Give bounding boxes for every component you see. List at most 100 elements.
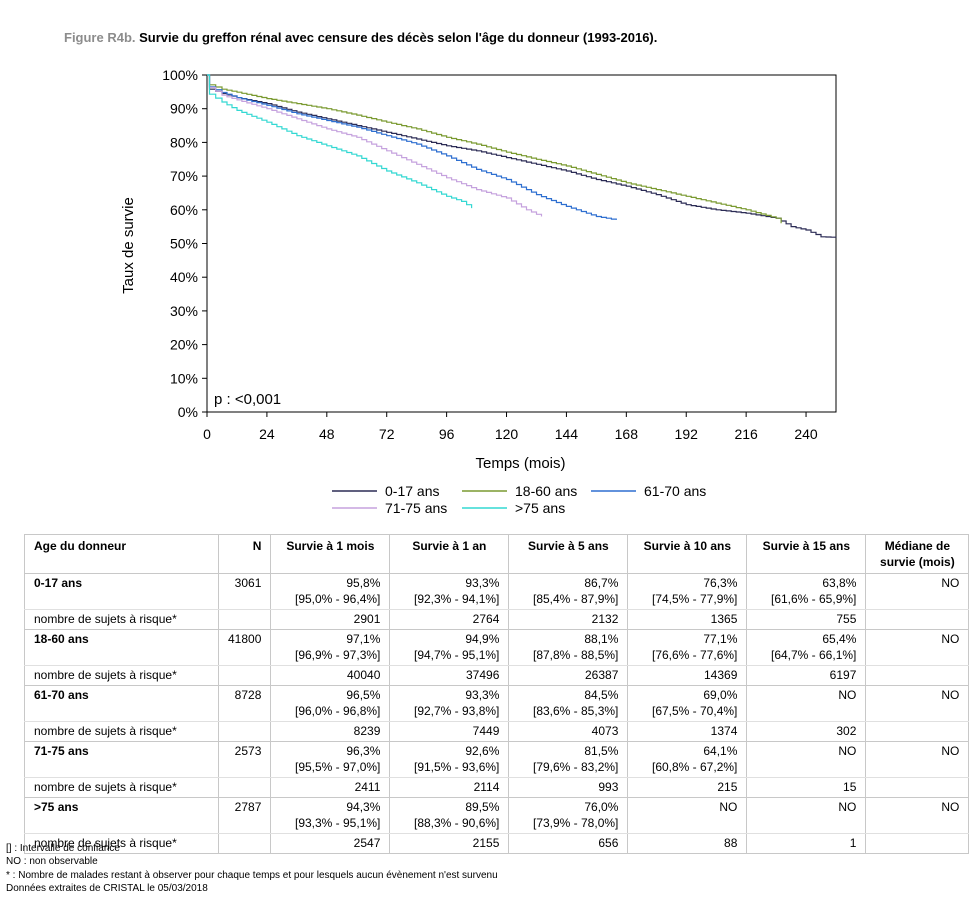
risk-count: 15 [746,777,867,798]
survival-value: 86,7% [584,576,619,590]
survival-cell: 84,5% [83,6% - 85,3%] [508,685,629,722]
risk-n-empty [217,777,272,798]
survival-ci: [61,6% - 65,9%] [770,592,857,606]
risk-count: 37496 [389,665,510,686]
survival-cell: NO [627,797,748,834]
header-n: N [217,534,272,574]
survival-value: NO [838,800,857,814]
survival-chart: 0% 10% 20% 30% 40% 50% 60% 70% 80% 90% 100% 0 24 48 72… [120,67,837,516]
legend-label: 71-75 ans [385,500,447,516]
risk-count: 1374 [627,721,748,742]
y-tick-label: 100% [162,67,198,83]
x-tick-label: 48 [319,426,335,442]
risk-count: 8239 [270,721,391,742]
risk-label: nombre de sujets à risque* [24,721,219,742]
table-row: 18-60 ans 41800 97,1% [96,9% - 97,3%] 94,9% [… [24,629,970,666]
survival-ci: [73,9% - 78,0%] [532,816,619,830]
group-n: 41800 [217,629,272,666]
survival-value: 94,9% [465,632,500,646]
y-tick-label: 10% [170,370,198,386]
survival-value: NO [719,800,738,814]
risk-label: nombre de sujets à risque* [24,777,219,798]
survival-ci: [85,4% - 87,9%] [532,592,619,606]
survival-ci: [95,0% - 96,4%] [294,592,381,606]
risk-count: 302 [746,721,867,742]
group-label: >75 ans [24,797,219,834]
risk-count: 2411 [270,777,391,798]
survival-value: 81,5% [584,744,619,758]
survival-ci: [87,8% - 88,5%] [532,648,619,662]
survival-value: 92,6% [465,744,500,758]
y-tick-label: 50% [170,236,198,252]
y-tick-label: 20% [170,337,198,353]
survival-value: 64,1% [703,744,738,758]
survival-cell: 92,6% [91,5% - 93,6%] [389,741,510,778]
risk-label: nombre de sujets à risque* [24,609,219,630]
survival-value: 97,1% [346,632,381,646]
survival-ci: [96,9% - 97,3%] [294,648,381,662]
risk-count: 2132 [508,609,629,630]
survival-cell: NO [746,685,867,722]
risk-count: 656 [508,833,629,854]
risk-count: 2547 [270,833,391,854]
survival-value: 95,8% [346,576,381,590]
survival-value: 77,1% [703,632,738,646]
group-label: 18-60 ans [24,629,219,666]
risk-row: nombre de sujets à risque* 8239 7449 4073 13… [24,721,970,742]
y-tick-label: 70% [170,168,198,184]
legend-label: 18-60 ans [515,483,577,499]
figure-title-text: Survie du greffon rénal avec censure des… [139,30,658,45]
median-cell: NO [865,741,970,778]
table-row: >75 ans 2787 94,3% [93,3% - 95,1%] 89,5% [88,… [24,797,970,834]
x-axis-label: Temps (mois) [475,455,565,472]
risk-count: 88 [627,833,748,854]
median-cell: NO [865,685,970,722]
risk-median-empty [865,777,970,798]
series-line [207,74,782,224]
survival-cell: 88,1% [87,8% - 88,5%] [508,629,629,666]
survival-value: 96,5% [346,688,381,702]
survival-table: Age du donneur N Survie à 1 mois Survie … [24,534,970,854]
risk-count: 4073 [508,721,629,742]
survival-cell: 81,5% [79,6% - 83,2%] [508,741,629,778]
risk-n-empty [217,609,272,630]
survival-cell: 86,7% [85,4% - 87,9%] [508,573,629,610]
survival-value: 93,3% [465,576,500,590]
y-tick-label: 90% [170,101,198,117]
risk-label: nombre de sujets à risque* [24,665,219,686]
survival-value: 76,0% [584,800,619,814]
risk-median-empty [865,609,970,630]
survival-cell: NO [746,797,867,834]
survival-value: 69,0% [703,688,738,702]
median-cell: NO [865,573,970,610]
risk-count: 40040 [270,665,391,686]
median-cell: NO [865,629,970,666]
risk-row: nombre de sujets à risque* 2411 2114 993 215… [24,777,970,798]
survival-ci: [74,5% - 77,9%] [651,592,738,606]
survival-cell: 94,3% [93,3% - 95,1%] [270,797,391,834]
risk-median-empty [865,833,970,854]
y-tick-label: 60% [170,202,198,218]
legend-label: 0-17 ans [385,483,439,499]
survival-cell: 96,3% [95,5% - 97,0%] [270,741,391,778]
risk-count: 7449 [389,721,510,742]
survival-ci: [94,7% - 95,1%] [413,648,500,662]
header-1-month: Survie à 1 mois [270,534,391,574]
risk-row: nombre de sujets à risque* 40040 37496 2638… [24,665,970,686]
x-tick-label: 0 [203,426,211,442]
survival-ci: [64,7% - 66,1%] [770,648,857,662]
legend-label: 61-70 ans [644,483,706,499]
survival-ci: [95,5% - 97,0%] [294,760,381,774]
footnotes: [] : Intervalle de confiance NO : non ob… [6,842,498,896]
risk-count: 755 [746,609,867,630]
footnote-ci: [] : Intervalle de confiance [6,843,120,854]
risk-row: nombre de sujets à risque* 2901 2764 2132 13… [24,609,970,630]
x-tick-label: 96 [439,426,455,442]
risk-label: nombre de sujets à risque* [24,833,219,854]
survival-cell: 63,8% [61,6% - 65,9%] [746,573,867,610]
survival-ci: [92,3% - 94,1%] [413,592,500,606]
x-tick-label: 216 [734,426,758,442]
risk-count: 2901 [270,609,391,630]
risk-count: 1365 [627,609,748,630]
y-tick-label: 80% [170,134,198,150]
